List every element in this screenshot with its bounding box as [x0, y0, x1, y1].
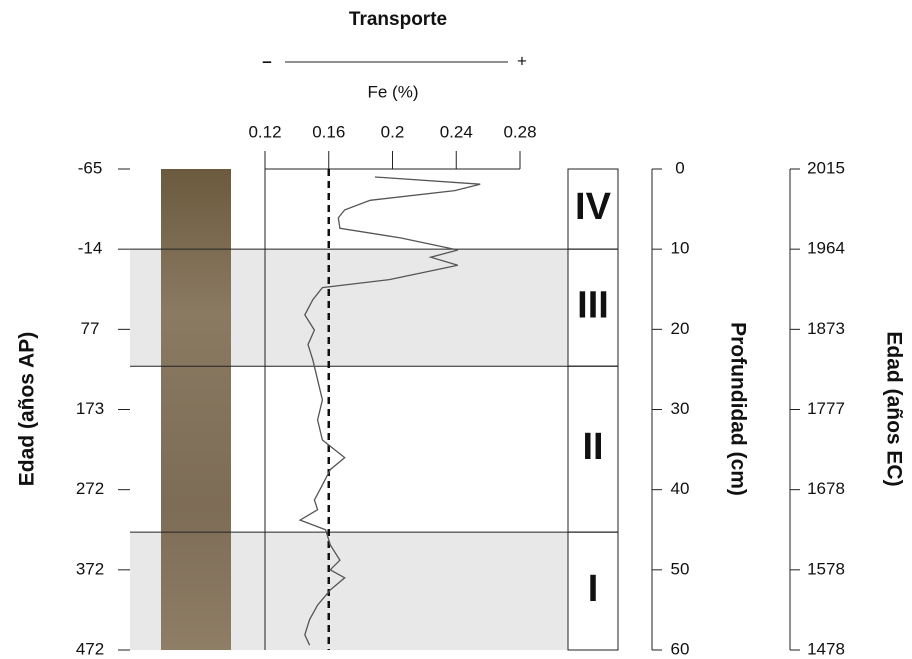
y-tick-label: 60 [671, 639, 690, 658]
age-ap-label: 372 [76, 559, 104, 578]
y-tick-label: 40 [671, 479, 690, 498]
age-ec-label: 2015 [807, 158, 845, 177]
zone-label: I [588, 568, 599, 610]
x-tick-label: 0.24 [440, 122, 473, 141]
age-ap-label: 173 [76, 399, 104, 418]
depth-title: Profundidad (cm) [726, 322, 749, 496]
age-ec-label: 1873 [807, 319, 845, 338]
transport-minus: – [262, 51, 271, 70]
transport-title: Transporte [349, 9, 447, 30]
age-ec-label: 1678 [807, 479, 845, 498]
x-tick-label: 0.12 [248, 122, 281, 141]
y-tick-label: 20 [671, 319, 690, 338]
zone-label: IV [575, 186, 612, 228]
zone-label: III [577, 285, 609, 327]
age-ec-label: 1777 [807, 399, 845, 418]
age-ap-label: 77 [81, 319, 100, 338]
y-tick-label: 50 [671, 559, 690, 578]
age-ap-label: -14 [78, 239, 103, 258]
age-ap-label: 472 [76, 639, 104, 658]
age-ec-title: Edad (años EC) [882, 331, 905, 486]
chart: Transporte – + Fe (%) Edad (años AP) Pro… [0, 0, 912, 659]
x-axis-label: Fe (%) [368, 82, 419, 101]
y-tick-label: 10 [671, 239, 690, 258]
age-ap-label: 272 [76, 479, 104, 498]
age-ec-label: 1964 [807, 239, 845, 258]
core-photo [161, 169, 231, 650]
x-tick-label: 0.2 [381, 122, 405, 141]
y-tick-label: 0 [675, 158, 684, 177]
age-ec-label: 1578 [807, 559, 845, 578]
age-ap-label: -65 [78, 158, 103, 177]
transport-plus: + [517, 51, 527, 70]
x-tick-label: 0.28 [503, 122, 536, 141]
zone-label: II [582, 426, 603, 468]
age-ap-title: Edad (años AP) [16, 332, 39, 486]
y-tick-label: 30 [671, 399, 690, 418]
x-tick-label: 0.16 [312, 122, 345, 141]
age-ec-label: 1478 [807, 639, 845, 658]
